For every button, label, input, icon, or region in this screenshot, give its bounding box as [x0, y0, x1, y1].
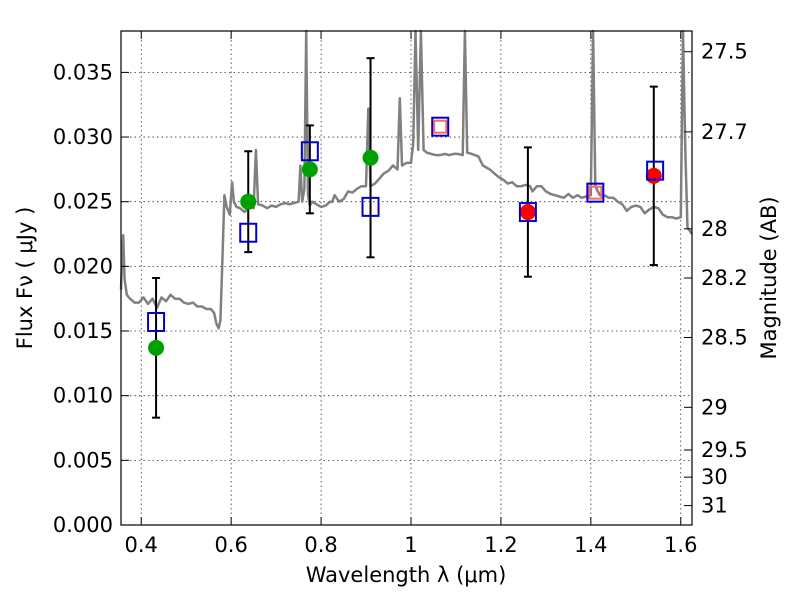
model-photometry-square: [646, 160, 665, 181]
y2-tick-label: 27.7: [701, 120, 748, 144]
model-photometry-square: [586, 182, 605, 203]
x-tick-label: 1.6: [664, 533, 697, 557]
green-data-point: [301, 161, 318, 178]
model-photometry-square: [300, 141, 319, 162]
model-photometry-square: [518, 202, 537, 223]
y2-tick-label: 29.5: [701, 438, 748, 462]
y2-tick-label: 31: [701, 494, 728, 518]
markers: [147, 116, 665, 356]
y-tick-label: 0.025: [53, 190, 113, 214]
y-tick-label: 0.000: [53, 513, 113, 537]
x-tick-label: 1.4: [574, 533, 607, 557]
model-photometry-square: [431, 116, 450, 137]
y-tick-label: 0.035: [53, 60, 113, 84]
x-tick-label: 1: [404, 533, 417, 557]
tick-labels: 0.4 0.6 0.8 1 1.2 1.4 1.6 0.000 0.005 0.010 0.015 0…: [53, 40, 748, 557]
axis-ticks: [121, 31, 692, 526]
y2-tick-label: 28.2: [701, 266, 748, 290]
y-tick-label: 0.005: [53, 448, 113, 472]
y2-tick-label: 28: [701, 217, 728, 241]
grid-lines: [121, 31, 692, 526]
y-tick-label: 0.015: [53, 319, 113, 343]
red-data-point: [645, 167, 662, 184]
y2-tick-label: 29: [701, 395, 728, 419]
faint-red-square: [588, 185, 603, 200]
model-photometry-square: [147, 311, 166, 332]
model-spectrum-line: [119, 29, 694, 330]
green-data-point: [240, 193, 257, 210]
x-axis-label: Wavelength λ (μm): [306, 563, 507, 587]
faint-red-square: [433, 119, 448, 134]
y2-tick-label: 28.5: [701, 325, 748, 349]
model-photometry-square: [239, 222, 258, 243]
green-data-point: [148, 339, 165, 356]
x-tick-label: 0.8: [304, 533, 337, 557]
x-tick-label: 1.2: [484, 533, 517, 557]
x-tick-label: 0.4: [125, 533, 158, 557]
y-tick-label: 0.020: [53, 254, 113, 278]
y2-tick-label: 30: [701, 465, 728, 489]
plot-frame: [120, 30, 693, 526]
green-data-point: [362, 149, 379, 166]
y-axis-label: Flux Fν ( μJy ): [13, 207, 37, 350]
y-tick-label: 0.010: [53, 384, 113, 408]
red-data-point: [519, 204, 536, 221]
spectrum-layer: [119, 29, 694, 330]
y2-axis-label: Magnitude (AB): [757, 196, 781, 359]
y-tick-label: 0.030: [53, 125, 113, 149]
x-tick-label: 0.6: [214, 533, 247, 557]
error-bars: [152, 57, 658, 419]
y2-tick-label: 27.5: [701, 40, 748, 64]
model-photometry-square: [361, 196, 380, 217]
